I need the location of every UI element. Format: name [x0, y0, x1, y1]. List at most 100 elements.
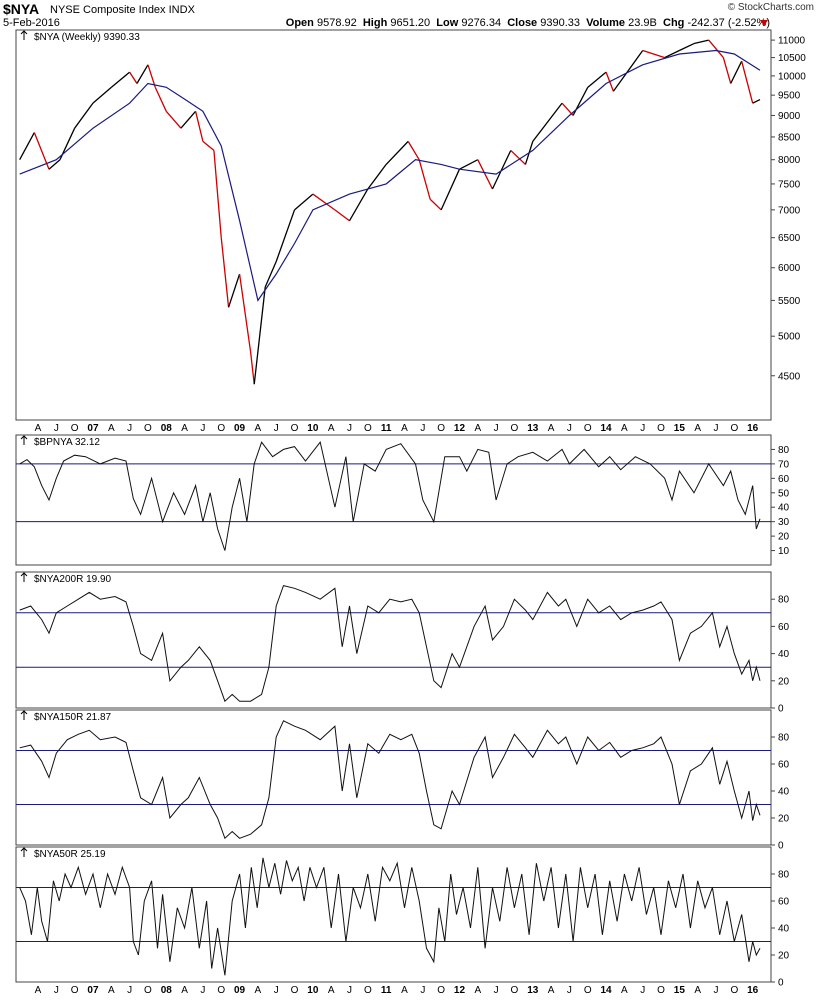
- x-tick-label: A: [328, 985, 335, 996]
- x-tick-label: J: [567, 985, 572, 996]
- x-tick-label: O: [71, 423, 79, 434]
- x-tick-label: 16: [747, 423, 759, 434]
- panel-label: $NYA50R 25.19: [34, 849, 106, 860]
- x-tick-label: 15: [674, 985, 686, 996]
- panel-frame: [15, 846, 772, 983]
- chart-date: 5-Feb-2016: [3, 17, 60, 29]
- panel-label: $BPNYA 32.12: [34, 437, 100, 448]
- x-tick-label: O: [657, 985, 665, 996]
- price-segment: [220, 237, 230, 308]
- x-tick-label: 09: [234, 423, 246, 434]
- price-segment: [491, 150, 512, 190]
- x-tick-label: O: [291, 985, 299, 996]
- panel-frame: [15, 434, 772, 566]
- x-tick-label: J: [420, 423, 425, 434]
- x-tick-label: J: [714, 985, 719, 996]
- x-tick-label: A: [694, 985, 701, 996]
- y-tick-label: 30: [778, 517, 790, 528]
- low-label: Low: [436, 17, 459, 29]
- down-arrow-icon: [760, 20, 768, 26]
- x-tick-label: J: [420, 985, 425, 996]
- price-segment: [312, 193, 336, 211]
- x-tick-label: A: [621, 985, 628, 996]
- volume-value: 23.9B: [628, 17, 657, 29]
- index-name: NYSE Composite Index INDX: [50, 4, 195, 16]
- price-segment: [708, 39, 724, 58]
- x-tick-label: O: [217, 423, 225, 434]
- x-tick-label: J: [640, 423, 645, 434]
- y-tick-label: 20: [778, 951, 790, 962]
- y-tick-label: 4500: [778, 371, 801, 382]
- panel-label: $NYA150R 21.87: [34, 712, 112, 723]
- x-tick-label: 14: [601, 423, 613, 434]
- x-tick-label: 07: [87, 985, 99, 996]
- x-tick-label: O: [437, 423, 445, 434]
- x-tick-label: J: [494, 423, 499, 434]
- x-tick-label: A: [474, 423, 481, 434]
- x-tick-label: J: [200, 423, 205, 434]
- close-value: 9390.33: [540, 17, 581, 29]
- x-tick-label: J: [54, 423, 59, 434]
- y-tick-label: 5500: [778, 296, 801, 307]
- high-value: 9651.20: [390, 17, 431, 29]
- price-segment: [213, 150, 222, 238]
- y-tick-label: 7500: [778, 179, 801, 190]
- price-segment: [264, 261, 277, 288]
- x-tick-label: A: [255, 423, 262, 434]
- panel-marker-icon: [20, 710, 28, 720]
- y-tick-label: 10: [778, 546, 790, 557]
- y-tick-label: 70: [778, 459, 790, 470]
- x-tick-label: 08: [161, 423, 173, 434]
- x-tick-label: A: [474, 985, 481, 996]
- price-segment: [532, 102, 563, 142]
- price-segment: [129, 71, 138, 84]
- price-segment: [429, 198, 442, 211]
- x-tick-label: A: [401, 423, 408, 434]
- panel-marker-icon: [20, 572, 28, 582]
- price-segment: [741, 61, 754, 104]
- price-segment: [334, 209, 350, 222]
- x-tick-label: O: [437, 985, 445, 996]
- y-tick-label: 0: [778, 841, 784, 852]
- series-line: [19, 720, 761, 840]
- price-segment: [154, 87, 167, 112]
- x-tick-label: J: [567, 423, 572, 434]
- price-segment: [180, 110, 197, 129]
- x-tick-label: 13: [527, 985, 539, 996]
- panel-frame: [15, 709, 772, 846]
- price-segment: [510, 149, 526, 165]
- y-tick-label: 40: [778, 924, 790, 935]
- y-tick-label: 60: [778, 897, 790, 908]
- x-tick-label: A: [401, 985, 408, 996]
- y-tick-label: 6500: [778, 233, 801, 244]
- quote-summary: Open 9578.92 High 9651.20 Low 9276.34 Cl…: [286, 17, 770, 29]
- price-segment: [440, 168, 461, 211]
- y-tick-label: 8500: [778, 132, 801, 143]
- y-tick-label: 8000: [778, 155, 801, 166]
- x-tick-label: 09: [234, 985, 246, 996]
- x-tick-label: O: [291, 423, 299, 434]
- price-segment: [752, 98, 761, 104]
- panel-marker-icon: [20, 30, 28, 40]
- x-tick-label: J: [640, 985, 645, 996]
- volume-label: Volume: [586, 17, 626, 29]
- panel-label: $NYA (Weekly) 9390.33: [34, 32, 140, 43]
- y-tick-label: 80: [778, 595, 790, 606]
- y-tick-label: 20: [778, 676, 790, 687]
- x-tick-label: J: [200, 985, 205, 996]
- y-tick-label: 40: [778, 787, 790, 798]
- y-tick-label: 80: [778, 870, 790, 881]
- x-tick-label: 13: [527, 423, 539, 434]
- price-segment: [664, 49, 680, 59]
- price-segment: [19, 132, 35, 161]
- panel-marker-icon: [20, 435, 28, 445]
- price-segment: [722, 57, 732, 84]
- x-tick-label: J: [274, 423, 279, 434]
- price-segment: [48, 159, 61, 170]
- price-segment: [92, 86, 112, 104]
- x-tick-label: J: [127, 985, 132, 996]
- panel-label: $NYA200R 19.90: [34, 574, 112, 585]
- panel-frame: [15, 29, 772, 421]
- x-tick-label: O: [584, 985, 592, 996]
